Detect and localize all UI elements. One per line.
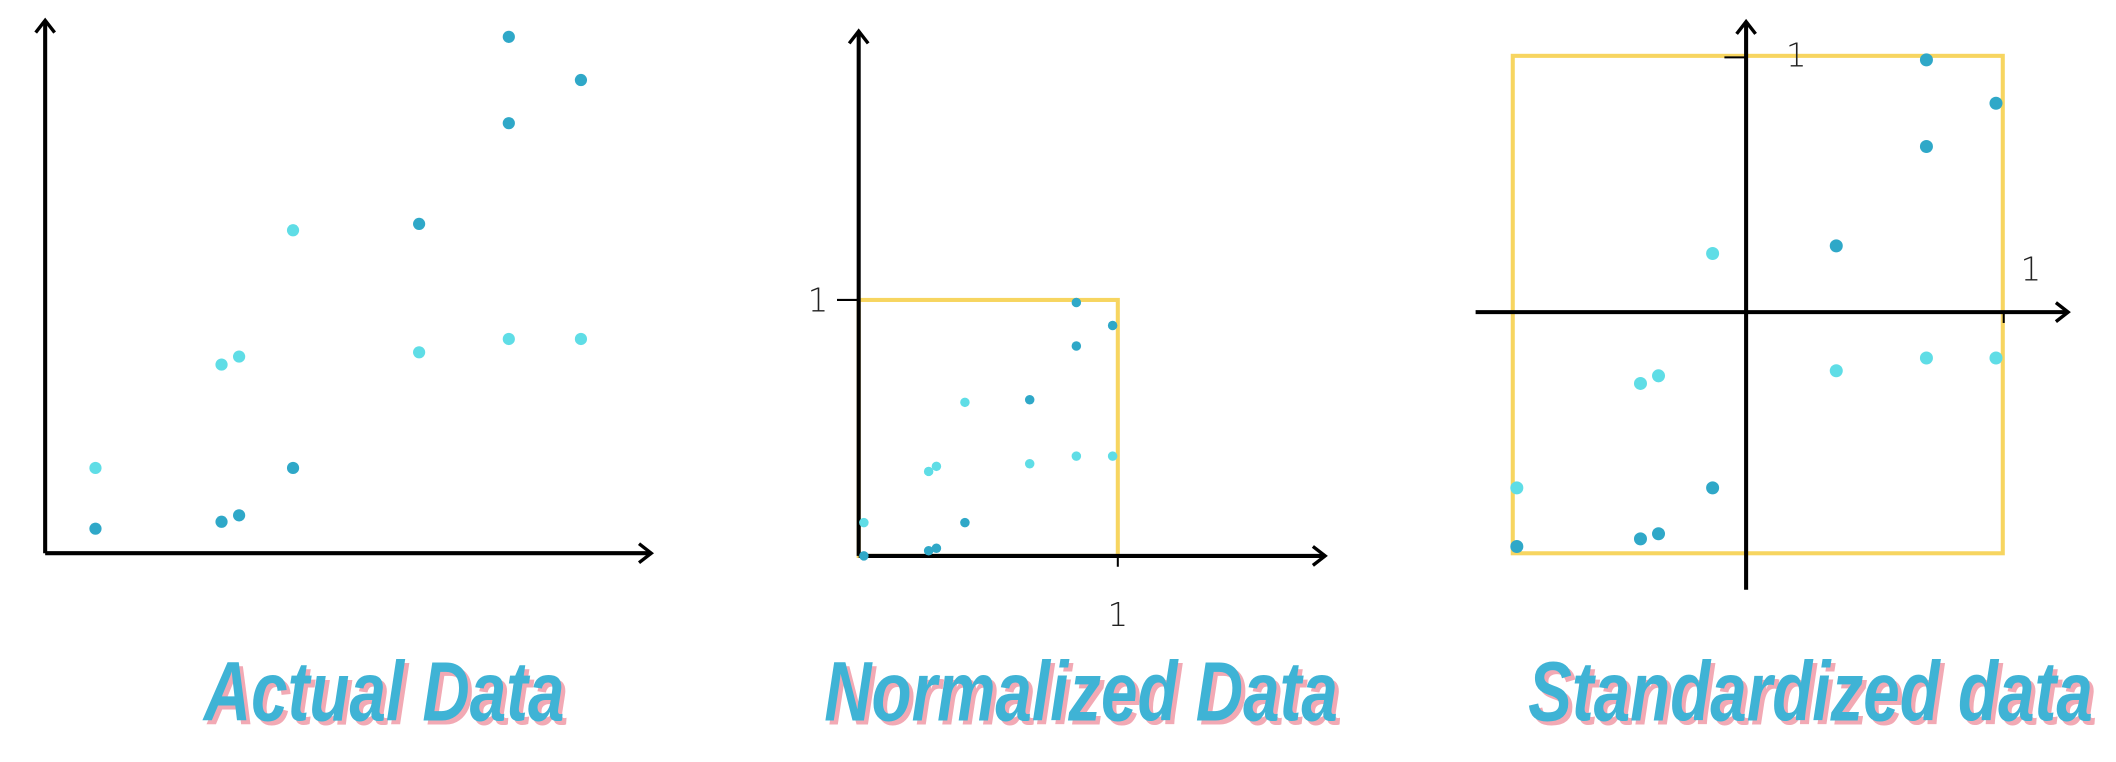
data-point — [1510, 481, 1524, 495]
data-point — [923, 546, 934, 556]
data-point — [1919, 140, 1933, 154]
chart-title: Normalized Data — [824, 645, 1338, 739]
highlight-box — [856, 297, 1120, 558]
data-point — [502, 30, 515, 43]
data-point — [1024, 459, 1035, 469]
data-point — [1652, 369, 1666, 383]
data-point — [931, 461, 942, 472]
data-point — [931, 543, 942, 553]
data-point — [859, 551, 869, 561]
chart-title-shadow: Actual Data — [206, 649, 568, 743]
data-point — [1107, 451, 1118, 461]
data-point — [89, 522, 102, 535]
data-point — [1706, 481, 1720, 495]
chart-title-shadow: Normalized Data — [828, 649, 1342, 743]
data-point — [286, 461, 300, 475]
data-point — [1829, 364, 1843, 378]
x-tick-label: 1 — [1107, 596, 1128, 634]
data-point — [1919, 53, 1933, 67]
data-point — [1706, 247, 1720, 261]
data-point — [1024, 395, 1035, 405]
data-point — [574, 73, 588, 87]
data-point — [413, 217, 426, 230]
data-point — [1829, 239, 1843, 253]
data-point — [1633, 376, 1647, 390]
data-point — [1071, 451, 1082, 461]
data-point — [89, 461, 102, 475]
y-arrow — [847, 28, 870, 45]
data-point — [233, 350, 246, 363]
data-point — [1989, 96, 2003, 110]
data-point — [233, 509, 246, 522]
data-point — [1652, 527, 1666, 541]
chart-title-shadow: Standardized data — [1532, 649, 2097, 743]
data-point — [502, 332, 515, 346]
x-arrow — [637, 542, 654, 565]
chart-title: Standardized data — [1528, 645, 2093, 739]
data-point — [215, 515, 228, 528]
y-arrow — [34, 17, 56, 34]
data-point — [1633, 532, 1647, 546]
y-tick-label: 1 — [808, 282, 829, 320]
data-point — [286, 224, 300, 237]
x-tick-label: 1 — [2020, 250, 2041, 288]
x-arrow — [2054, 301, 2071, 323]
data-point — [1989, 351, 2003, 365]
data-point — [1107, 320, 1118, 331]
x-arrow — [1311, 545, 1328, 567]
chart-title: Actual Data — [202, 645, 564, 739]
y-tick-label: 1 — [1786, 36, 1807, 74]
data-point — [960, 517, 970, 528]
data-point — [1919, 351, 1933, 365]
data-point — [502, 117, 515, 130]
data-point — [859, 517, 869, 528]
data-point — [1071, 341, 1082, 351]
data-point — [574, 332, 588, 346]
y-arrow — [1735, 18, 1757, 35]
data-point — [923, 466, 934, 477]
highlight-box — [1510, 53, 2005, 556]
data-point — [1071, 297, 1082, 308]
data-point — [960, 397, 970, 408]
data-point — [1510, 539, 1524, 554]
data-point — [215, 358, 228, 371]
data-point — [413, 346, 426, 359]
